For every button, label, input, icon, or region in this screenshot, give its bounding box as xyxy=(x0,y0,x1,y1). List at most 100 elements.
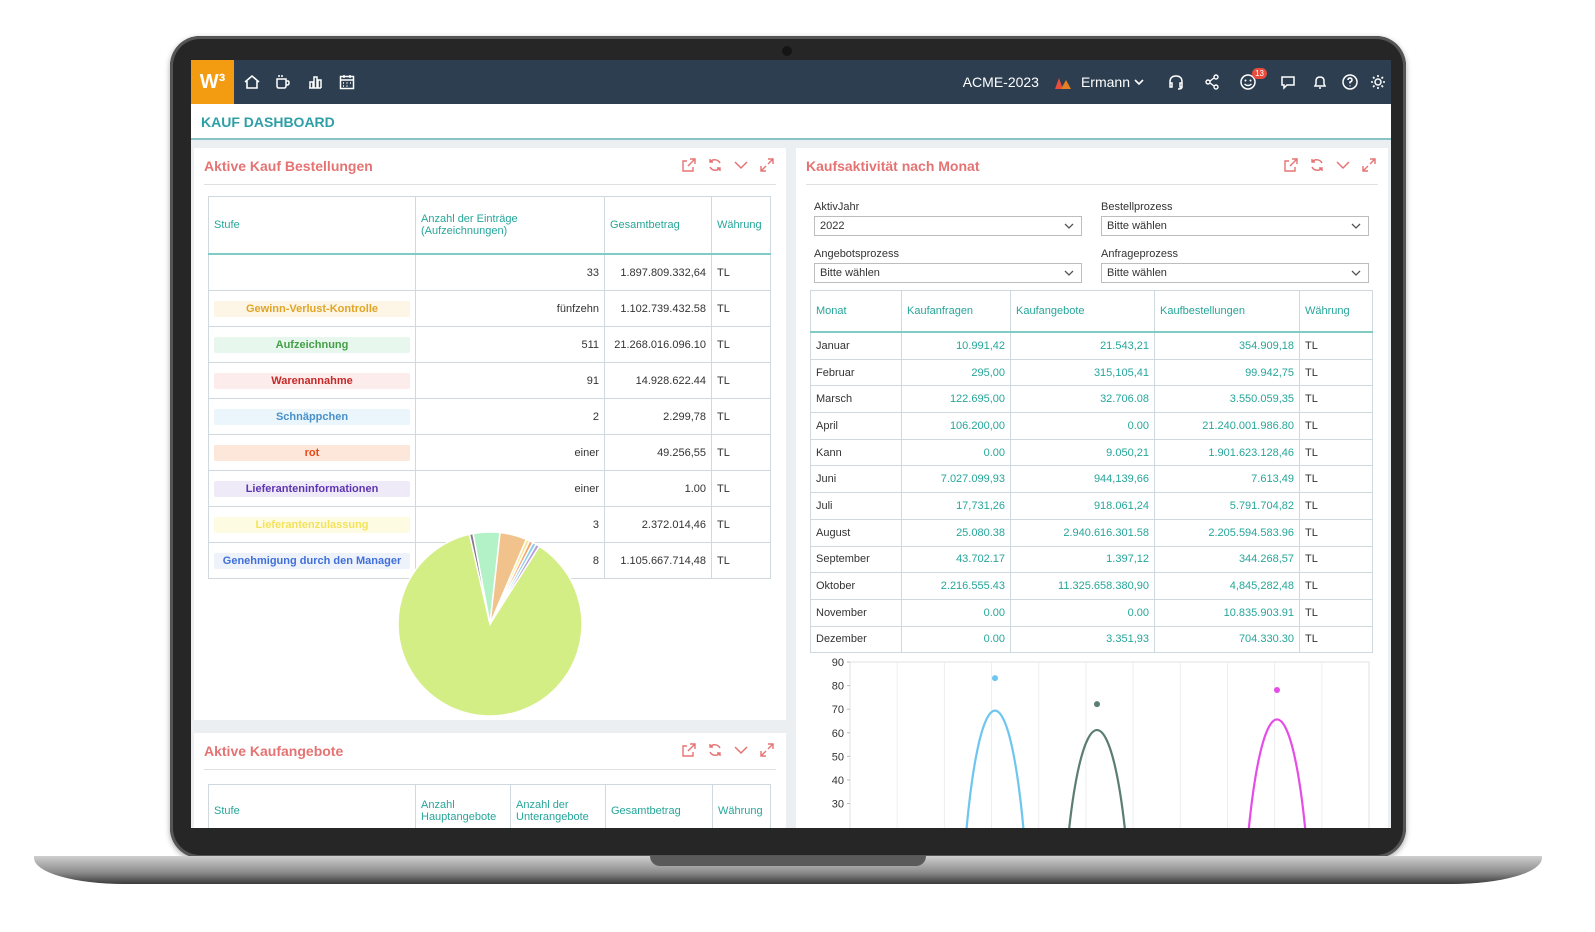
user-name: Ermann xyxy=(1080,74,1130,90)
requests-cell: 10.991,42 xyxy=(901,331,1011,360)
count-cell: 2 xyxy=(415,398,605,435)
table-row[interactable]: Februar 295,00 315,105,41 99.942,75 TL xyxy=(810,358,1373,387)
collapse-icon[interactable] xyxy=(732,156,750,174)
request-process-select[interactable]: Bitte wählen xyxy=(1101,263,1369,283)
topbar-right: ACME-2023 Ermann 13 xyxy=(963,60,1391,104)
expand-icon[interactable] xyxy=(758,156,776,174)
series-line[interactable] xyxy=(1065,729,1129,828)
table-row[interactable]: Dezember 0.00 3.351,93 704.330.30 TL xyxy=(810,625,1373,654)
laptop-notch xyxy=(650,856,926,866)
stage-label: Genehmigung durch den Manager xyxy=(214,552,410,569)
column-header[interactable]: Währung xyxy=(711,196,771,255)
export-icon[interactable] xyxy=(680,156,698,174)
data-point[interactable] xyxy=(1274,686,1280,693)
user-menu[interactable]: Ermann xyxy=(1053,74,1145,90)
column-header[interactable]: Anzahl der Unterangebote xyxy=(510,784,606,828)
table-row[interactable]: Schnäppchen 2 2.299,78 TL xyxy=(208,398,771,435)
feedback-button[interactable]: 13 xyxy=(1239,68,1267,91)
offer-process-select[interactable]: Bitte wählen xyxy=(814,263,1082,283)
column-header[interactable]: Währung xyxy=(1299,290,1373,333)
headset-icon[interactable] xyxy=(1167,73,1185,91)
app-logo[interactable]: W³ xyxy=(191,60,234,104)
orders-pie-chart xyxy=(397,531,583,717)
table-row[interactable]: Kann 0.00 9.050,21 1.901.623.128,46 TL xyxy=(810,438,1373,467)
coffee-icon[interactable] xyxy=(274,73,292,91)
month-cell: August xyxy=(810,518,902,547)
table-row[interactable]: Oktober 2.216.555.43 11.325.658.380,90 4,84… xyxy=(810,572,1373,600)
refresh-icon[interactable] xyxy=(706,741,724,759)
column-header[interactable]: Gesamtbetrag xyxy=(605,784,713,828)
app-screen: W³ ACME-2023 Ermann 13 KAUF DASHBOARD xyxy=(191,60,1391,828)
column-header[interactable]: Kaufangebote xyxy=(1010,290,1155,333)
table-row[interactable]: 33 1.897.809.332,64 TL xyxy=(208,253,771,291)
table-row[interactable]: April 106.200,00 0.00 21.240.001.986.80 TL xyxy=(810,412,1373,440)
count-cell: 511 xyxy=(415,326,605,363)
home-icon[interactable] xyxy=(243,73,261,91)
table-row[interactable]: November 0.00 0.00 10.835.903.91 TL xyxy=(810,598,1373,627)
year-select[interactable]: 2022 xyxy=(814,216,1082,236)
table-row[interactable]: August 25.080.38 2.940.616.301.58 2.205.594… xyxy=(810,518,1373,547)
pie-slice[interactable] xyxy=(397,533,583,717)
gear-icon[interactable] xyxy=(1369,73,1387,91)
order-process-select[interactable]: Bitte wählen xyxy=(1101,216,1369,236)
count-cell: einer xyxy=(415,470,605,507)
column-header[interactable]: Kaufbestellungen xyxy=(1154,290,1300,333)
table-row[interactable]: Warenannahme 91 14.928.622.44 TL xyxy=(208,362,771,399)
activity-panel: Kaufsaktivität nach Monat AktivJahr 2022… xyxy=(796,148,1388,828)
export-icon[interactable] xyxy=(1282,156,1300,174)
help-icon[interactable] xyxy=(1341,73,1359,91)
currency-cell: TL xyxy=(711,362,771,399)
expand-icon[interactable] xyxy=(758,741,776,759)
table-row[interactable]: Juni 7.027.099,93 944,139,66 7.613,49 TL xyxy=(810,465,1373,494)
currency-cell: TL xyxy=(1299,358,1373,387)
column-header[interactable]: Kaufanfragen xyxy=(901,290,1011,333)
series-line[interactable] xyxy=(1245,718,1309,828)
table-row[interactable]: Marsch 122.695,00 32.706.08 3.550.059,35 TL xyxy=(810,385,1373,414)
data-point[interactable] xyxy=(992,675,998,682)
orders-cell: 3.550.059,35 xyxy=(1154,385,1300,414)
chevron-down-icon xyxy=(1351,223,1361,229)
calendar-icon[interactable] xyxy=(338,73,356,91)
export-icon[interactable] xyxy=(680,741,698,759)
requests-cell: 122.695,00 xyxy=(901,385,1011,414)
column-header[interactable]: Stufe xyxy=(208,784,416,828)
stage-label: Schnäppchen xyxy=(214,408,410,425)
table-row[interactable]: rot einer 49.256,55 TL xyxy=(208,434,771,471)
table-row[interactable]: Lieferanteninformationen einer 1.00 TL xyxy=(208,470,771,507)
orders-panel: Aktive Kauf Bestellungen Stufe Anzahl de… xyxy=(194,148,786,720)
column-header[interactable]: Gesamtbetrag xyxy=(604,196,712,255)
chat-icon[interactable] xyxy=(1279,73,1297,91)
collapse-icon[interactable] xyxy=(1334,156,1352,174)
currency-cell: TL xyxy=(1299,492,1373,520)
series-line[interactable] xyxy=(963,709,1027,828)
share-icon[interactable] xyxy=(1203,73,1221,91)
notification-badge: 13 xyxy=(1252,68,1267,79)
stage-cell: Genehmigung durch den Manager xyxy=(208,542,416,579)
column-header[interactable]: Währung xyxy=(712,784,771,828)
stage-label: rot xyxy=(214,444,410,461)
company-name[interactable]: ACME-2023 xyxy=(962,74,1039,90)
table-row[interactable]: Gewinn-Verlust-Kontrolle fünfzehn 1.102.73… xyxy=(208,290,771,327)
collapse-icon[interactable] xyxy=(732,741,750,759)
table-row[interactable]: Januar 10.991,42 21.543,21 354.909,18 TL xyxy=(810,331,1373,360)
table-row[interactable]: Juli 17,731,26 918.061,24 5.791.704,82 TL xyxy=(810,492,1373,520)
refresh-icon[interactable] xyxy=(1308,156,1326,174)
column-header[interactable]: Stufe xyxy=(208,196,416,255)
panel-divider xyxy=(806,184,1378,185)
chart-icon[interactable] xyxy=(306,73,324,91)
table-row[interactable]: September 43.702.17 1.397,12 344.268,57 TL xyxy=(810,545,1373,574)
orders-cell: 2.205.594.583.96 xyxy=(1154,518,1300,547)
column-header[interactable]: Monat xyxy=(810,290,902,333)
data-point[interactable] xyxy=(1094,701,1100,708)
column-header[interactable]: Anzahl der Einträge (Aufzeichnungen) xyxy=(415,196,605,255)
table-row[interactable]: Aufzeichnung 511 21.268.016.096.10 TL xyxy=(208,326,771,363)
stage-cell xyxy=(208,253,416,291)
pie-slice[interactable] xyxy=(489,543,541,625)
orders-cell: 4,845,282,48 xyxy=(1154,572,1300,600)
count-cell: einer xyxy=(415,434,605,471)
bell-icon[interactable] xyxy=(1311,73,1329,91)
expand-icon[interactable] xyxy=(1360,156,1378,174)
refresh-icon[interactable] xyxy=(706,156,724,174)
column-header[interactable]: Anzahl Hauptangebote xyxy=(415,784,511,828)
currency-cell: TL xyxy=(1299,412,1373,440)
